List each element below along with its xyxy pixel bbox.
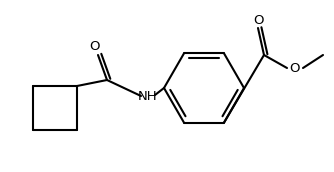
Text: O: O xyxy=(253,13,263,26)
Text: O: O xyxy=(290,62,300,74)
Text: O: O xyxy=(90,40,100,53)
Text: NH: NH xyxy=(138,90,158,104)
